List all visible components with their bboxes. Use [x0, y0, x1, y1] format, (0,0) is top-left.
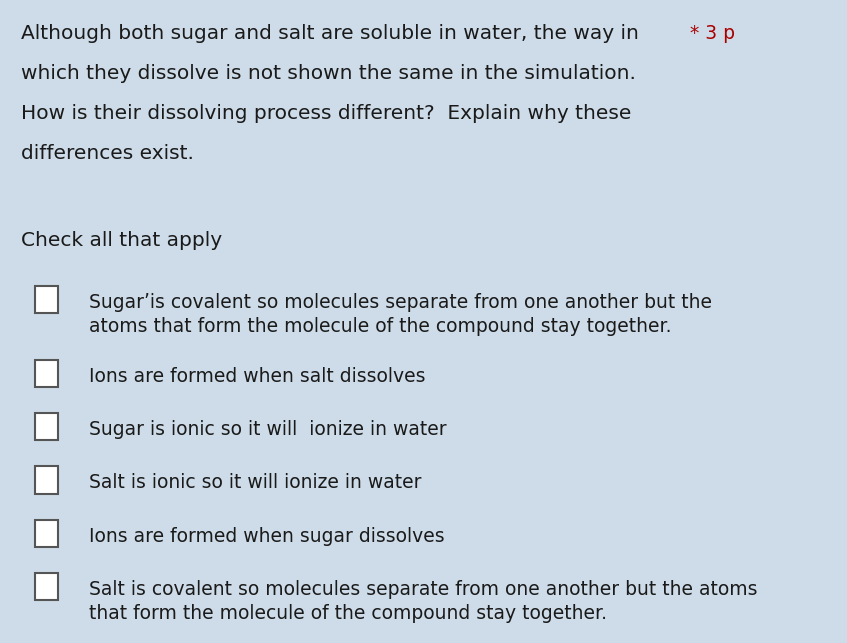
Text: differences exist.: differences exist. — [21, 144, 194, 163]
Text: Ions are formed when salt dissolves: Ions are formed when salt dissolves — [89, 367, 425, 386]
FancyBboxPatch shape — [35, 413, 58, 440]
Text: Salt is ionic so it will ionize in water: Salt is ionic so it will ionize in water — [89, 473, 422, 493]
Text: How is their dissolving process different?  Explain why these: How is their dissolving process differen… — [21, 104, 632, 123]
Text: Check all that apply: Check all that apply — [21, 231, 222, 251]
FancyBboxPatch shape — [35, 520, 58, 547]
Text: which they dissolve is not shown the same in the simulation.: which they dissolve is not shown the sam… — [21, 64, 636, 84]
Text: Sugar is ionic so it will  ionize in water: Sugar is ionic so it will ionize in wate… — [89, 420, 446, 439]
Text: Sugarʼis covalent so molecules separate from one another but the
atoms that form: Sugarʼis covalent so molecules separate … — [89, 293, 712, 336]
FancyBboxPatch shape — [35, 467, 58, 494]
Text: Although both sugar and salt are soluble in water, the way in: Although both sugar and salt are soluble… — [21, 24, 639, 44]
FancyBboxPatch shape — [35, 574, 58, 601]
FancyBboxPatch shape — [35, 359, 58, 386]
Text: * 3 p: * 3 p — [690, 24, 735, 44]
Text: Ions are formed when sugar dissolves: Ions are formed when sugar dissolves — [89, 527, 445, 546]
FancyBboxPatch shape — [35, 285, 58, 312]
Text: Salt is covalent so molecules separate from one another but the atoms
that form : Salt is covalent so molecules separate f… — [89, 580, 757, 623]
